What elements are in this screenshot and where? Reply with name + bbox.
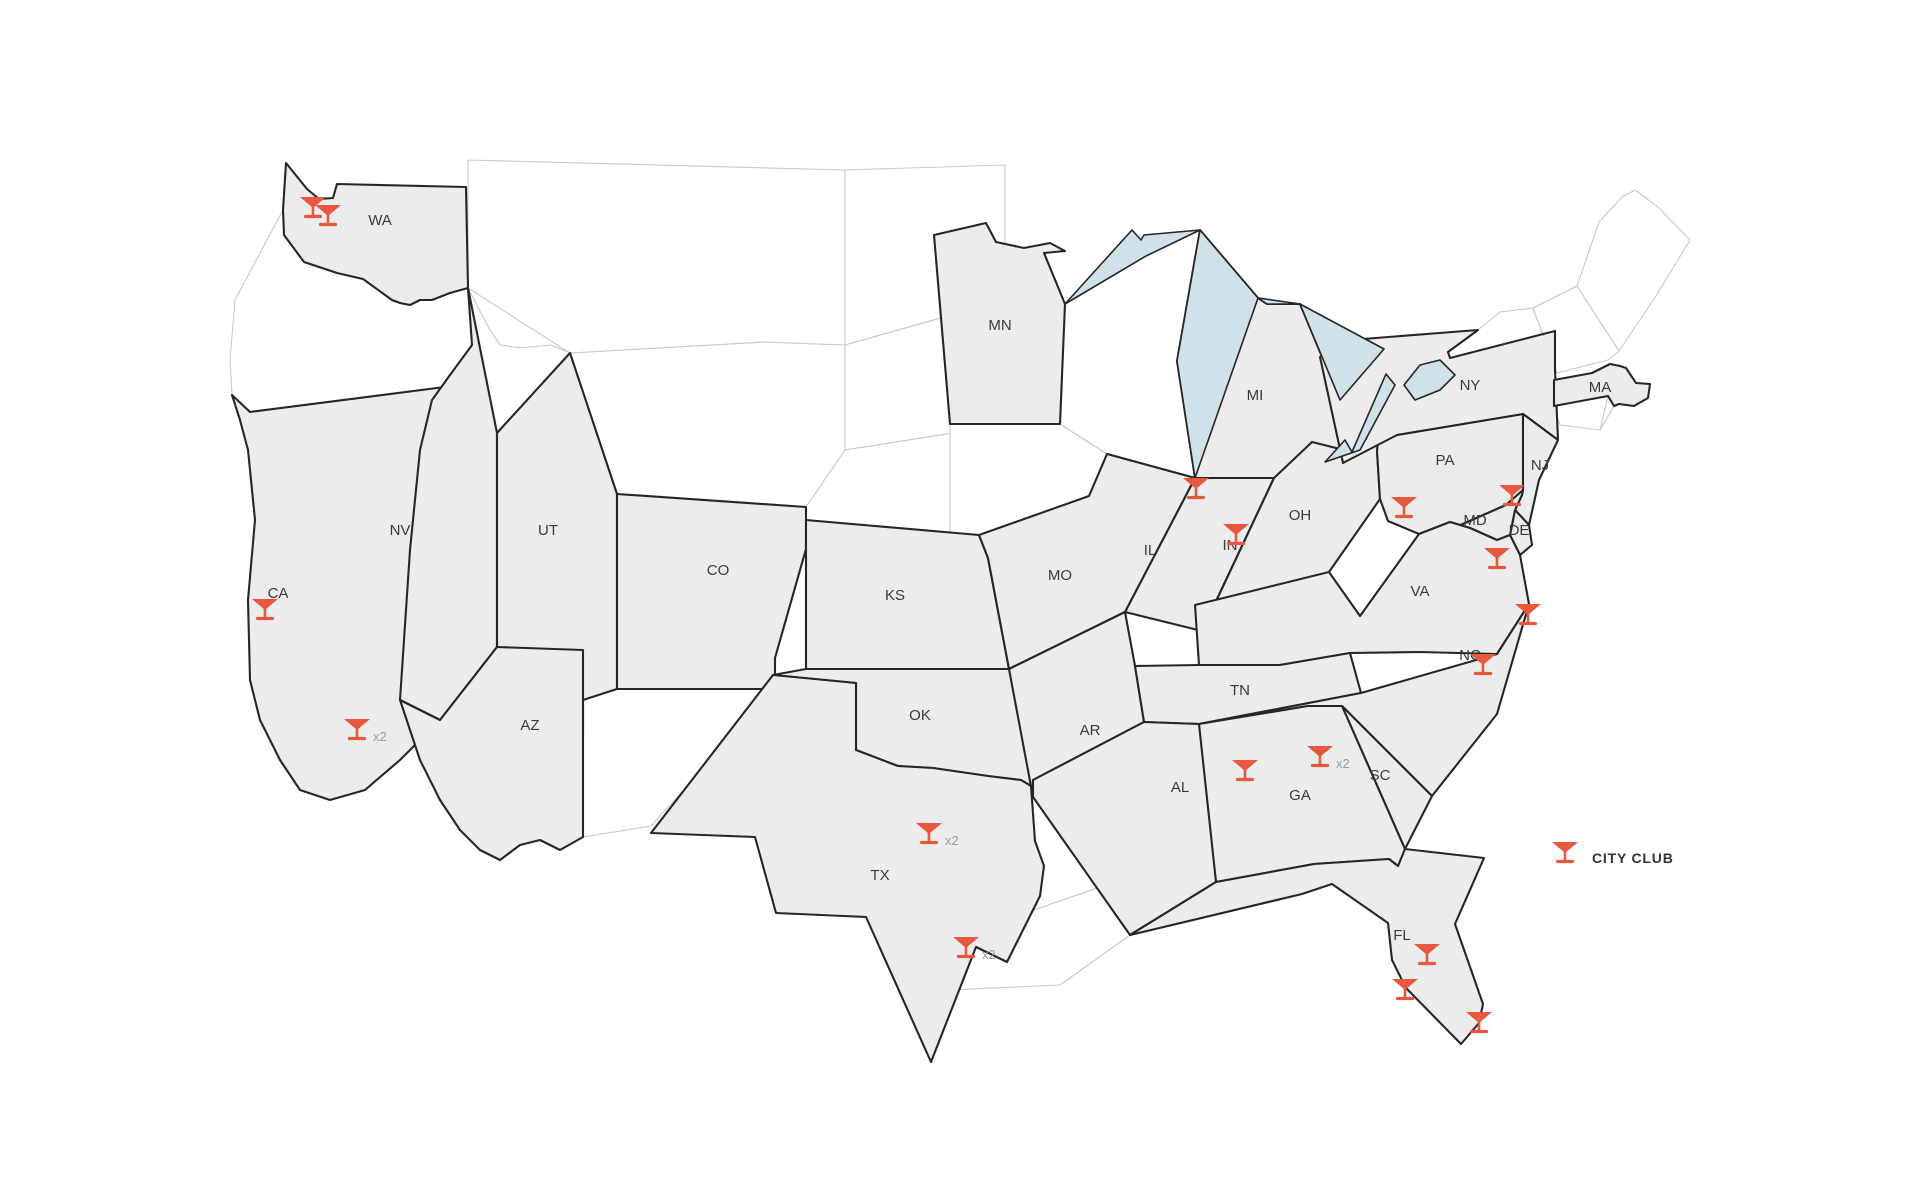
svg-text:AR: AR [1080, 722, 1101, 739]
svg-text:AZ: AZ [520, 717, 539, 734]
svg-text:MA: MA [1589, 379, 1612, 396]
svg-text:KS: KS [885, 587, 905, 604]
svg-text:TX: TX [870, 867, 889, 884]
svg-text:x2: x2 [1336, 756, 1350, 771]
svg-text:VA: VA [1411, 583, 1430, 600]
svg-text:AL: AL [1171, 779, 1189, 796]
svg-text:MI: MI [1247, 387, 1264, 404]
svg-text:WA: WA [368, 212, 392, 229]
svg-text:OH: OH [1289, 507, 1312, 524]
svg-text:x2: x2 [982, 947, 996, 962]
svg-text:MO: MO [1048, 567, 1072, 584]
svg-text:GA: GA [1289, 787, 1311, 804]
svg-text:NJ: NJ [1531, 457, 1549, 474]
svg-text:MN: MN [988, 317, 1011, 334]
svg-text:x2: x2 [945, 833, 959, 848]
svg-text:UT: UT [538, 522, 558, 539]
svg-text:DE: DE [1509, 522, 1530, 539]
svg-text:FL: FL [1393, 927, 1411, 944]
svg-text:NV: NV [390, 522, 411, 539]
svg-text:CO: CO [707, 562, 730, 579]
svg-text:x2: x2 [373, 729, 387, 744]
svg-text:TN: TN [1230, 682, 1250, 699]
svg-text:CITY CLUB: CITY CLUB [1592, 850, 1674, 866]
svg-text:OK: OK [909, 707, 931, 724]
svg-text:PA: PA [1436, 452, 1455, 469]
svg-text:IL: IL [1144, 542, 1157, 559]
svg-text:SC: SC [1370, 767, 1391, 784]
svg-text:MD: MD [1463, 512, 1486, 529]
svg-text:NY: NY [1460, 377, 1481, 394]
